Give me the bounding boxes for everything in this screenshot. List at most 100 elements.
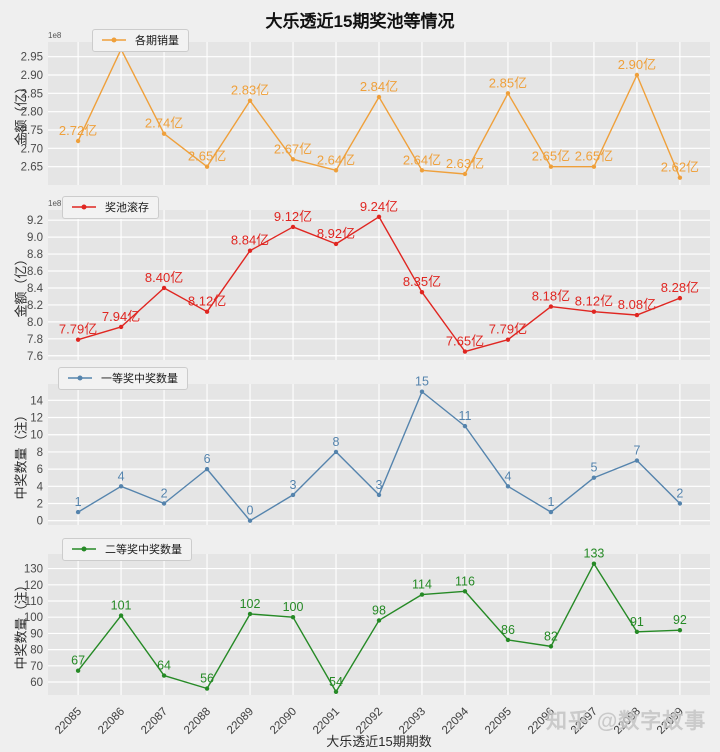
y-tick-label: 14: [30, 395, 43, 407]
data-point: [634, 312, 640, 318]
y-tick-label: 60: [30, 677, 43, 689]
y-axis-label-sales: 金额（亿）: [13, 80, 29, 146]
data-point-label: 8.84亿: [231, 233, 269, 248]
data-point: [118, 613, 124, 618]
data-point: [634, 72, 640, 78]
data-point: [75, 337, 81, 342]
data-point: [548, 164, 554, 169]
data-point: [677, 627, 683, 633]
data-point-label: 7.65亿: [446, 334, 484, 349]
data-point-label: 15: [415, 375, 429, 389]
legend-first-prize: 一等奖中奖数量: [58, 367, 188, 390]
data-point-label: 56: [200, 672, 214, 686]
y-tick-label: 2.75: [21, 125, 43, 137]
data-point-label: 91: [630, 615, 644, 629]
data-point-label: 8.40亿: [145, 270, 183, 285]
data-point-label: 5: [590, 461, 597, 475]
data-point: [75, 668, 81, 673]
data-point: [634, 458, 640, 463]
legend-line-icon: [68, 375, 92, 381]
data-point: [161, 285, 167, 291]
data-point-label: 101: [111, 599, 132, 613]
data-point-label: 3: [376, 478, 383, 492]
data-point: [677, 501, 683, 506]
data-point: [290, 224, 296, 230]
data-point: [376, 214, 382, 219]
y-tick-label: 2.85: [21, 88, 43, 100]
data-point: [677, 175, 683, 180]
data-point-label: 82: [544, 629, 558, 643]
data-point: [419, 168, 425, 173]
y-tick-label: 12: [30, 413, 43, 425]
y-tick-label: 9.0: [27, 232, 43, 244]
data-point: [634, 629, 640, 634]
data-point: [204, 309, 210, 314]
legend-second-prize: 二等奖中奖数量: [62, 538, 192, 561]
legend-label: 二等奖中奖数量: [105, 544, 182, 556]
data-point: [290, 615, 296, 620]
data-point-label: 98: [372, 603, 386, 617]
y-tick-label: 2.90: [21, 70, 43, 82]
data-point: [462, 349, 468, 354]
data-point: [591, 309, 597, 314]
data-point: [247, 611, 253, 617]
data-point: [419, 290, 425, 295]
data-point: [591, 561, 597, 566]
data-point: [419, 389, 425, 394]
y-tick-label: 2: [37, 499, 43, 511]
y-tick-label: 8.6: [27, 266, 43, 278]
legend-jackpot: 奖池滚存: [62, 196, 159, 219]
y-tick-label: 2.80: [21, 107, 43, 119]
data-point: [204, 686, 210, 691]
data-point: [333, 449, 339, 455]
y-tick-label: 6: [37, 464, 43, 476]
data-point-label: 8.28亿: [661, 280, 699, 295]
scientific-offset-label-jackpot: 1e8: [48, 199, 62, 208]
data-point-label: 2: [161, 487, 168, 501]
data-point-label: 8: [333, 435, 340, 449]
data-point: [419, 592, 425, 597]
y-tick-label: 80: [30, 645, 43, 657]
y-tick-label: 2.95: [21, 52, 43, 64]
data-point: [462, 171, 468, 177]
data-point-label: 2.65亿: [575, 149, 613, 164]
y-tick-label: 120: [24, 580, 43, 592]
data-point-label: 2.64亿: [403, 152, 441, 167]
data-point: [290, 157, 296, 162]
data-point: [118, 324, 124, 330]
y-tick-label: 4: [37, 481, 44, 493]
data-point-label: 102: [240, 597, 261, 611]
data-point-label: 1: [75, 495, 82, 509]
data-point: [204, 164, 210, 169]
legend-label: 奖池滚存: [105, 202, 149, 214]
data-point: [505, 637, 511, 643]
data-point-label: 116: [455, 574, 475, 588]
x-axis-label: 大乐透近15期期数: [326, 734, 432, 749]
data-point-label: 2.64亿: [317, 152, 355, 167]
data-point-label: 1: [547, 495, 554, 509]
data-point-label: 7.94亿: [102, 309, 140, 324]
data-point: [548, 644, 554, 649]
data-point: [462, 423, 468, 429]
y-axis-label-jackpot: 金额（亿）: [13, 252, 29, 318]
data-point-label: 133: [584, 547, 605, 561]
page-title: 大乐透近15期奖池等情况: [265, 12, 455, 31]
data-point-label: 3: [290, 478, 297, 492]
legend-line-icon: [102, 37, 126, 43]
data-point-label: 2.65亿: [532, 149, 570, 164]
y-tick-label: 8: [37, 447, 43, 459]
data-point: [505, 484, 511, 489]
y-tick-label: 130: [24, 564, 43, 576]
data-point-label: 7.79亿: [59, 322, 97, 337]
data-point-label: 0: [247, 504, 254, 518]
y-tick-label: 0: [37, 516, 43, 528]
data-point-label: 9.12亿: [274, 209, 312, 224]
legend-label: 各期销量: [135, 35, 179, 47]
data-point-label: 86: [501, 623, 515, 637]
data-point: [247, 248, 253, 253]
y-tick-label: 8.0: [27, 317, 43, 329]
y-tick-label: 10: [30, 430, 43, 442]
data-point-label: 8.18亿: [532, 289, 570, 304]
data-point: [204, 466, 210, 472]
